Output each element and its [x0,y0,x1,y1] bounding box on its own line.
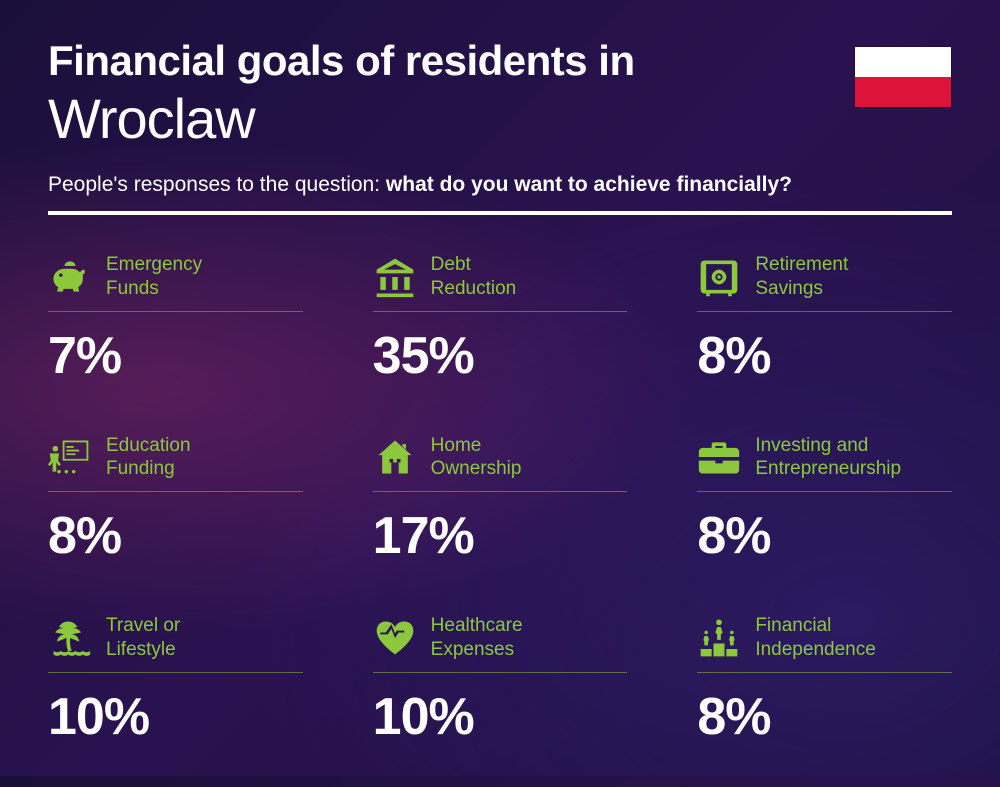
goal-head: Investing andEntrepreneurship [697,434,952,493]
briefcase-icon [697,435,741,479]
goal-label: DebtReduction [431,253,517,301]
goal-head: EmergencyFunds [48,253,303,312]
goal-home-ownership: HomeOwnership 17% [373,434,628,567]
goal-value: 17% [373,506,628,566]
goal-education-funding: EducationFunding 8% [48,434,303,567]
podium-icon [697,616,741,660]
goal-label: Investing andEntrepreneurship [755,434,901,482]
goal-head: DebtReduction [373,253,628,312]
flag-bottom-stripe [855,77,951,107]
title-line1: Financial goals of residents in [48,38,952,84]
goal-head: FinancialIndependence [697,614,952,673]
header-divider [48,211,952,215]
goal-label: FinancialIndependence [755,614,875,662]
goals-grid: EmergencyFunds 7% DebtReduction 35% Reti… [48,253,952,747]
goal-debt-reduction: DebtReduction 35% [373,253,628,386]
flag-poland [854,46,952,108]
goal-value: 10% [373,687,628,747]
goal-label: RetirementSavings [755,253,848,301]
goal-value: 7% [48,326,303,386]
goal-value: 8% [697,326,952,386]
goal-label: EmergencyFunds [106,253,202,301]
palm-icon [48,616,92,660]
goal-head: HomeOwnership [373,434,628,493]
safe-icon [697,255,741,299]
goal-label: Travel orLifestyle [106,614,180,662]
goal-label: HomeOwnership [431,434,522,482]
goal-value: 8% [697,687,952,747]
goal-retirement-savings: RetirementSavings 8% [697,253,952,386]
bank-icon [373,255,417,299]
house-icon [373,435,417,479]
header: Financial goals of residents in Wroclaw … [48,38,952,215]
title-line2: Wroclaw [48,86,952,151]
subtitle-bold: what do you want to achieve financially? [386,173,792,196]
presentation-icon [48,435,92,479]
flag-top-stripe [855,47,951,77]
goal-label: EducationFunding [106,434,191,482]
goal-travel-lifestyle: Travel orLifestyle 10% [48,614,303,747]
subtitle: People's responses to the question: what… [48,173,952,197]
goal-value: 8% [697,506,952,566]
goal-value: 8% [48,506,303,566]
goal-emergency-funds: EmergencyFunds 7% [48,253,303,386]
goal-value: 10% [48,687,303,747]
goal-head: RetirementSavings [697,253,952,312]
goal-label: HealthcareExpenses [431,614,523,662]
goal-head: HealthcareExpenses [373,614,628,673]
heart-pulse-icon [373,616,417,660]
goal-head: Travel orLifestyle [48,614,303,673]
subtitle-prefix: People's responses to the question: [48,173,386,196]
goal-head: EducationFunding [48,434,303,493]
goal-healthcare-expenses: HealthcareExpenses 10% [373,614,628,747]
piggy-bank-icon [48,255,92,299]
goal-investing-entrepreneurship: Investing andEntrepreneurship 8% [697,434,952,567]
goal-value: 35% [373,326,628,386]
goal-financial-independence: FinancialIndependence 8% [697,614,952,747]
